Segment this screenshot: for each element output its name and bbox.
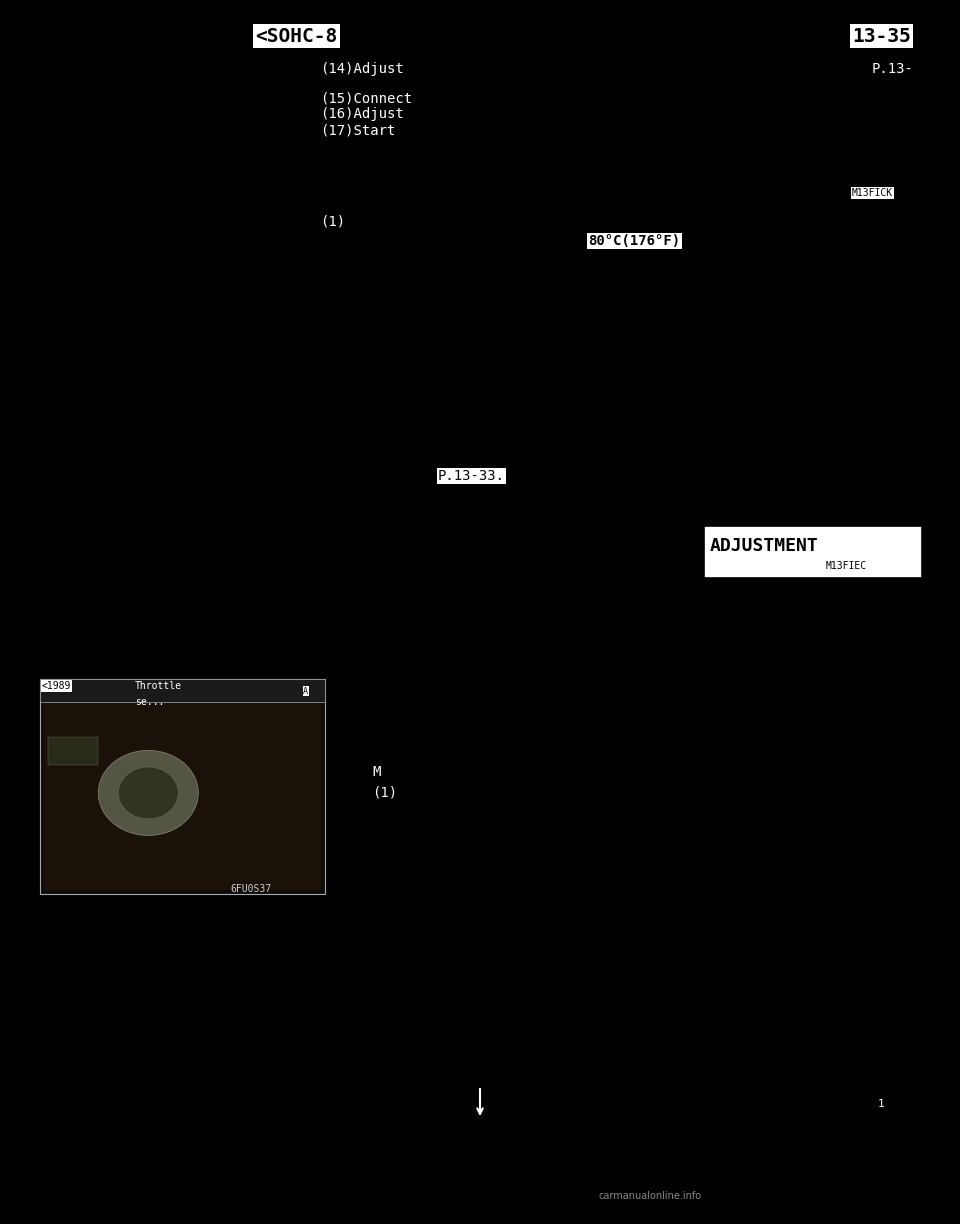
Text: (15)Connect: (15)Connect: [320, 92, 412, 106]
Text: M13FIEC: M13FIEC: [826, 561, 867, 572]
Text: 1: 1: [878, 1099, 885, 1109]
Ellipse shape: [118, 767, 179, 819]
Text: P.13-33.: P.13-33.: [438, 469, 505, 483]
Text: M13FICK: M13FICK: [852, 188, 893, 198]
Ellipse shape: [98, 750, 199, 836]
Text: ADJUSTMENT: ADJUSTMENT: [710, 537, 819, 554]
Text: (17)Start: (17)Start: [320, 124, 396, 138]
Bar: [44, 683, 321, 890]
Text: 13-35: 13-35: [852, 27, 911, 45]
Text: P.13-: P.13-: [872, 62, 914, 76]
Bar: [40, 679, 325, 894]
Bar: [40, 679, 325, 703]
Text: A: A: [303, 687, 308, 695]
Text: se...: se...: [135, 696, 164, 707]
Text: Throttle: Throttle: [135, 681, 182, 692]
Text: (16)Adjust: (16)Adjust: [320, 106, 404, 121]
Text: (1): (1): [320, 214, 346, 228]
Text: carmanualonline.info: carmanualonline.info: [598, 1191, 702, 1201]
Text: (1): (1): [372, 785, 397, 799]
Bar: [48, 737, 98, 765]
Text: 80°C(176°F): 80°C(176°F): [588, 234, 680, 248]
Text: <1989: <1989: [42, 681, 71, 692]
Text: M: M: [372, 765, 380, 778]
Bar: [704, 526, 922, 578]
Text: (14)Adjust: (14)Adjust: [320, 62, 404, 76]
Text: <SOHC-8: <SOHC-8: [255, 27, 337, 45]
Text: 6FU0S37: 6FU0S37: [230, 884, 271, 894]
